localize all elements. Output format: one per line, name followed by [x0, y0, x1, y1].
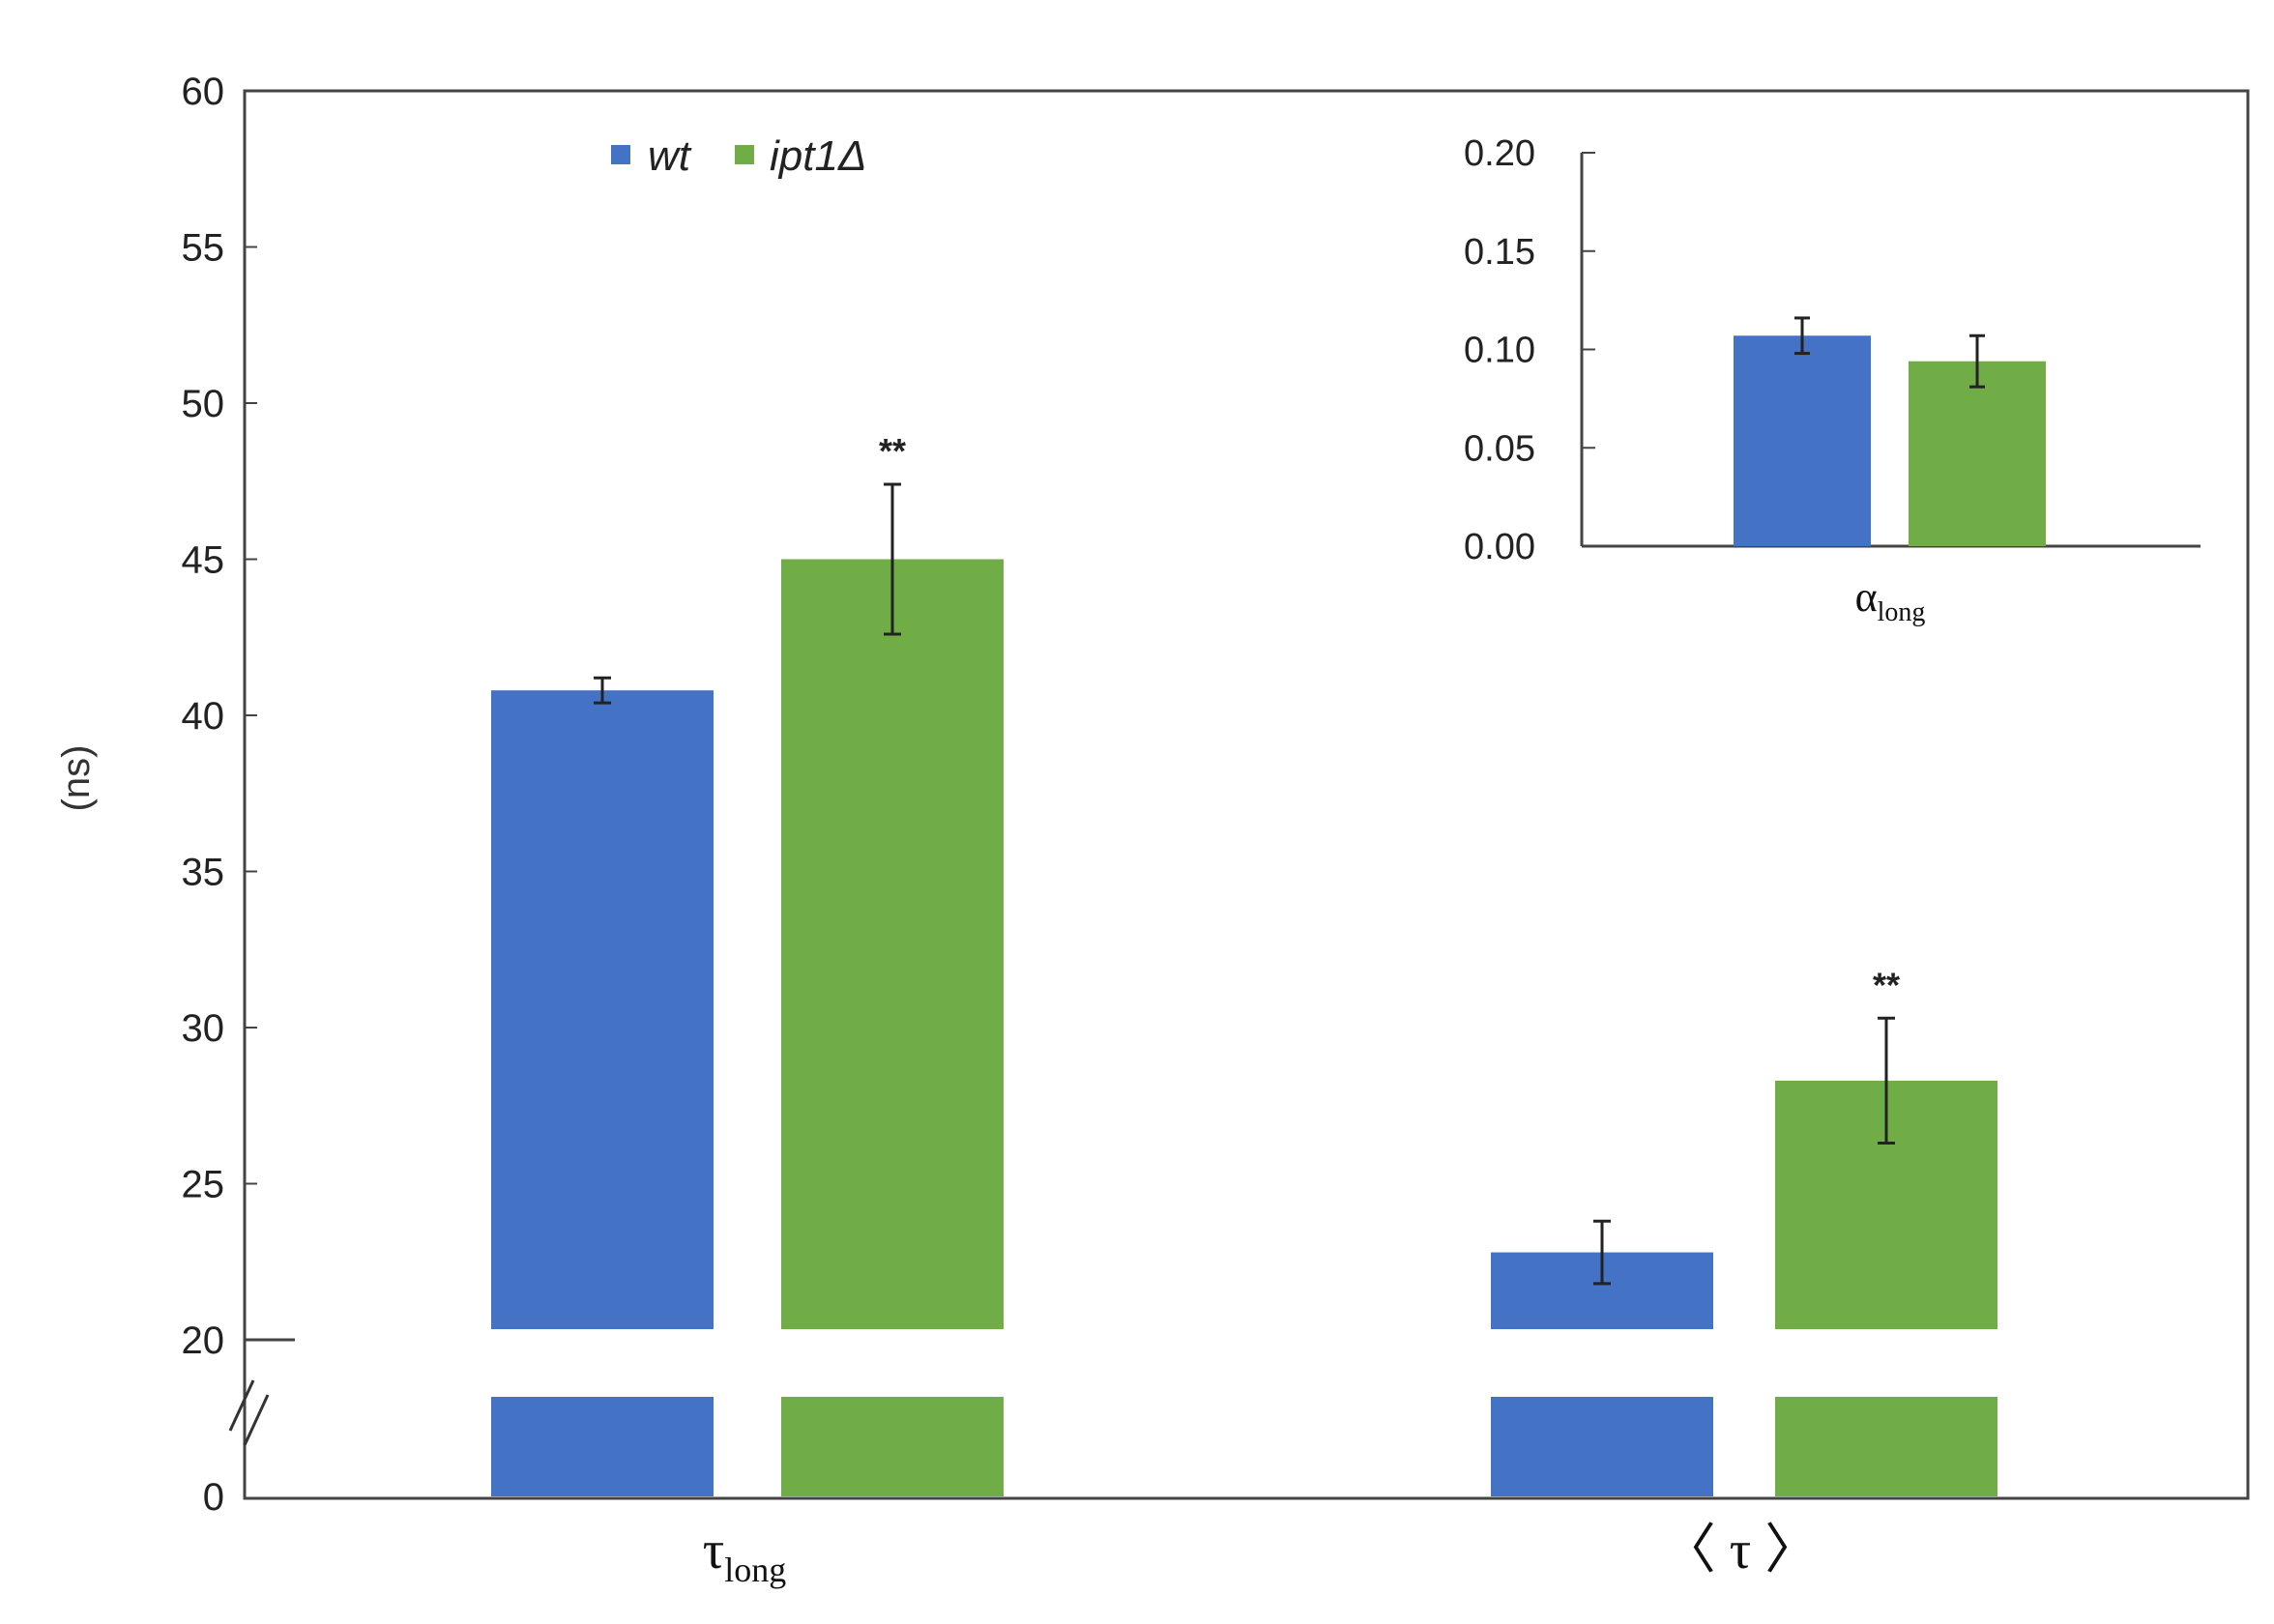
y-axis-label: (ns)	[55, 745, 98, 812]
significance-label: **	[1873, 965, 1900, 1004]
legend-label-wt: wt	[648, 132, 692, 180]
ipt1-bar-tau-long-lower	[781, 1397, 1004, 1496]
wt-bar-tau-mean-lower	[1491, 1397, 1713, 1496]
ipt1-bar-tau-long-upper	[781, 559, 1004, 1329]
inset-category-label: αlong	[1855, 573, 1926, 627]
y-tick-label: 35	[182, 852, 225, 894]
ipt1-bar-alpha-long	[1909, 361, 2046, 546]
y-tick-label: 55	[182, 227, 225, 270]
y-tick-label: 0	[203, 1476, 224, 1519]
inset-y-tick-label: 0.10	[1464, 331, 1535, 371]
y-tick-label: 60	[182, 71, 225, 113]
wt-bar-tau-long-lower	[491, 1397, 714, 1496]
axis-break-mark	[243, 1394, 270, 1446]
y-tick-label: 40	[182, 695, 225, 738]
x-category-label: 〈 τ 〉	[1662, 1521, 1820, 1580]
y-tick-label: 20	[182, 1320, 225, 1362]
inset-y-tick-label: 0.20	[1464, 133, 1535, 174]
wt-bar-alpha-long	[1734, 335, 1871, 546]
y-tick-label: 25	[182, 1164, 225, 1206]
wt-bar-tau-long-upper	[491, 690, 714, 1329]
plot-frame	[243, 89, 2250, 1500]
y-tick-label: 45	[182, 539, 225, 582]
inset-y-tick-label: 0.05	[1464, 428, 1535, 469]
significance-label: **	[879, 431, 906, 471]
inset-y-tick-label: 0.00	[1464, 527, 1535, 567]
axis-break-mark	[228, 1379, 255, 1432]
ipt1-bar-tau-mean-lower	[1775, 1397, 1997, 1496]
y-tick-label: 30	[182, 1007, 225, 1050]
legend-label-ipt1: ipt1Δ	[770, 132, 866, 180]
legend-swatch-wt	[611, 145, 630, 164]
y-tick-label: 50	[182, 383, 225, 425]
inset-y-tick-label: 0.15	[1464, 232, 1535, 273]
legend-swatch-ipt1	[735, 145, 754, 164]
x-category-label: τlong	[703, 1521, 787, 1589]
